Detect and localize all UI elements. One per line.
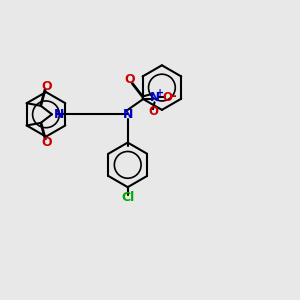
Text: O: O <box>41 136 52 149</box>
Text: -: - <box>170 89 176 103</box>
Text: +: + <box>156 88 164 98</box>
Text: N: N <box>122 108 133 121</box>
Text: O: O <box>148 105 158 118</box>
Text: Cl: Cl <box>121 191 134 204</box>
Text: O: O <box>162 91 172 104</box>
Text: N: N <box>149 91 160 104</box>
Text: O: O <box>124 73 135 86</box>
Text: O: O <box>41 80 52 93</box>
Text: N: N <box>53 108 64 121</box>
